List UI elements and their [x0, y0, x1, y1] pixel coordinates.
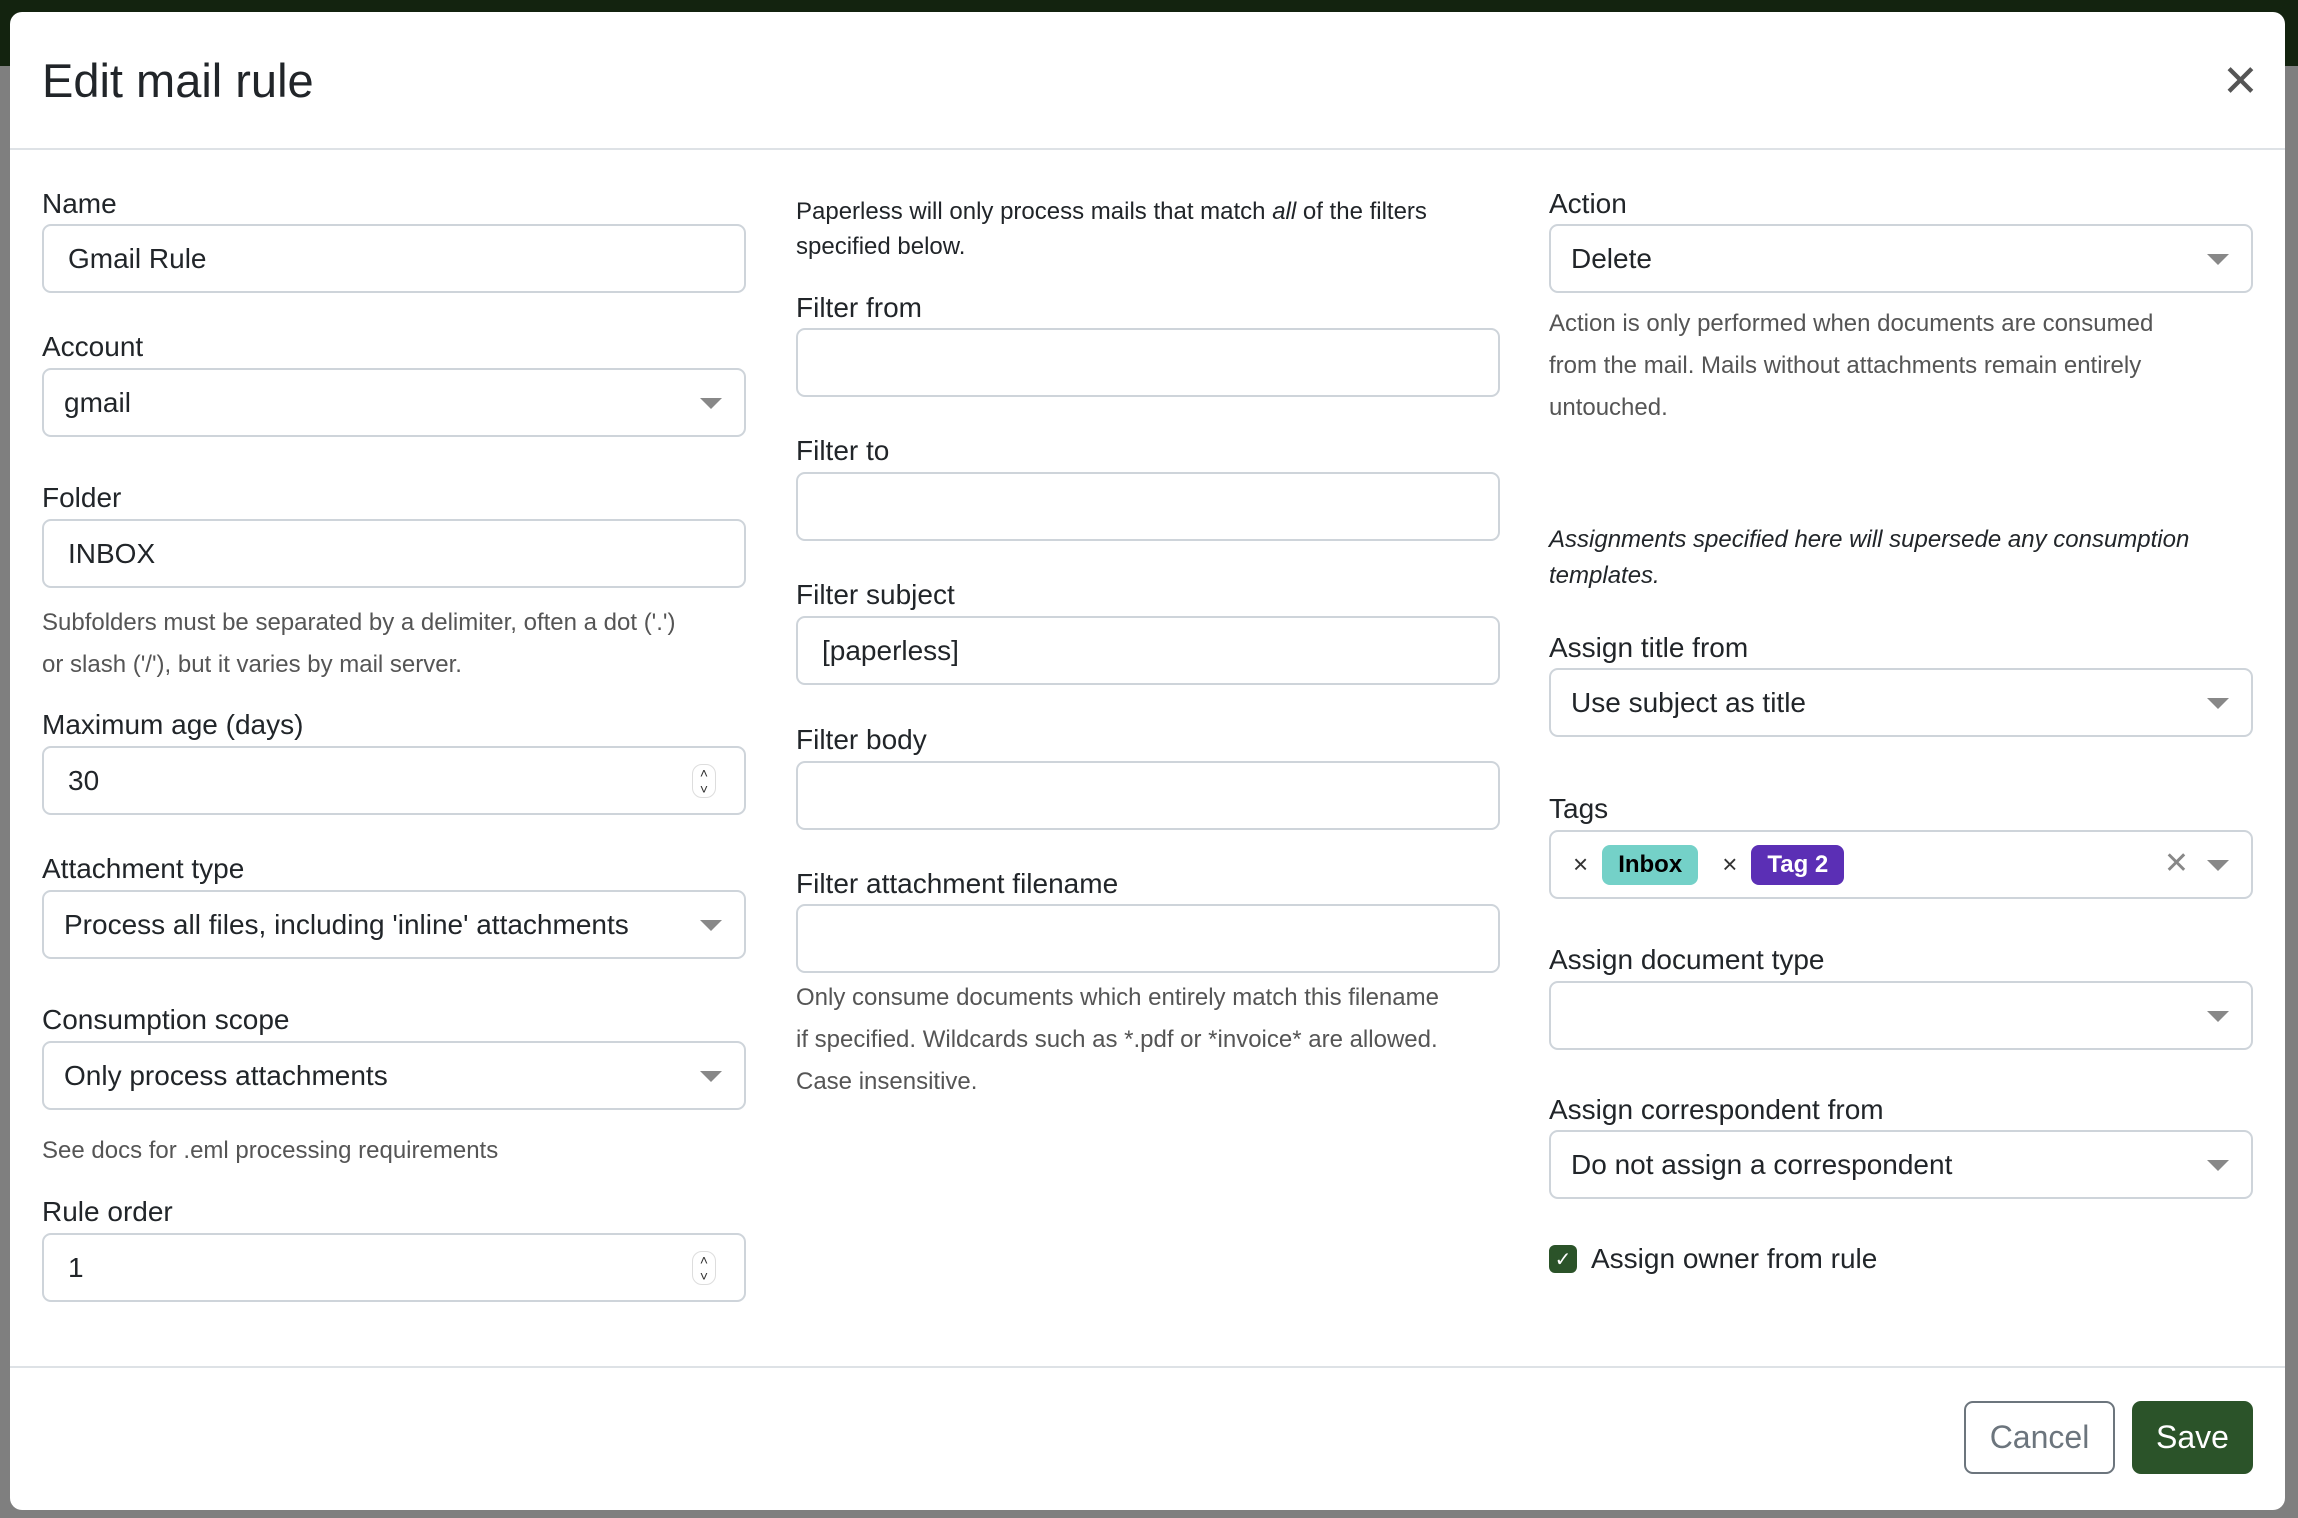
action-label: Action: [1549, 188, 1627, 219]
filter-from-label: Filter from: [796, 292, 922, 323]
stepper-icon[interactable]: ˄ ˅: [692, 1251, 716, 1285]
intro-emphasis: all: [1272, 198, 1297, 225]
consumption-scope-select[interactable]: Only process attachments: [42, 1041, 746, 1110]
assign-correspondent-select[interactable]: Do not assign a correspondent: [1549, 1130, 2253, 1199]
footer-divider: [10, 1366, 2285, 1368]
help-line: untouched.: [1549, 394, 1668, 421]
filter-filename-label: Filter attachment filename: [796, 868, 1119, 899]
folder-label: Folder: [42, 482, 122, 513]
tag-tag-2: Tag 2: [1751, 844, 1845, 885]
chevron-down-icon: [2207, 1011, 2229, 1022]
assignments-note: Assignments specified here will supersed…: [1549, 522, 2253, 594]
max-age-label: Maximum age (days): [42, 709, 304, 740]
assign-title-value: Use subject as title: [1571, 686, 1806, 718]
max-age-value: 30: [68, 764, 100, 796]
assign-owner-checkbox-row[interactable]: ✓ Assign owner from rule: [1549, 1243, 2253, 1275]
assign-title-select[interactable]: Use subject as title: [1549, 668, 2253, 737]
tags-label: Tags: [1549, 793, 1609, 824]
name-label: Name: [42, 188, 117, 219]
action-help: Action is only performed when documents …: [1549, 303, 2253, 429]
chevron-down-icon: [700, 398, 722, 409]
attachment-type-select[interactable]: Process all files, including 'inline' at…: [42, 890, 746, 959]
filter-subject-input[interactable]: [paperless]: [796, 616, 1500, 685]
consumption-scope-label: Consumption scope: [42, 1004, 290, 1035]
intro-text: Paperless will only process mails that m…: [796, 198, 1273, 225]
header-divider: [10, 148, 2285, 150]
account-value: gmail: [64, 386, 131, 418]
assign-correspondent-label: Assign correspondent from: [1549, 1094, 1884, 1125]
help-line: or slash ('/'), but it varies by mail se…: [42, 651, 462, 678]
filter-body-label: Filter body: [796, 724, 927, 755]
edit-mail-rule-dialog: Edit mail rule ✕ Name Gmail Rule Account…: [10, 12, 2285, 1510]
attachment-type-value: Process all files, including 'inline' at…: [64, 908, 629, 940]
filter-from-input[interactable]: [796, 328, 1500, 397]
folder-help: Subfolders must be separated by a delimi…: [42, 602, 746, 686]
assign-correspondent-value: Do not assign a correspondent: [1571, 1148, 1953, 1180]
stepper-icon[interactable]: ˄ ˅: [692, 764, 716, 798]
action-value: Delete: [1571, 242, 1652, 274]
chevron-down-icon: [2207, 698, 2229, 709]
assign-owner-label: Assign owner from rule: [1591, 1243, 1878, 1274]
action-select[interactable]: Delete: [1549, 224, 2253, 293]
filters-intro: Paperless will only process mails that m…: [796, 194, 1500, 264]
cancel-button[interactable]: Cancel: [1964, 1401, 2115, 1474]
filter-body-input[interactable]: [796, 761, 1500, 830]
filter-subject-label: Filter subject: [796, 579, 955, 610]
dialog-title: Edit mail rule: [42, 54, 314, 107]
rule-order-value: 1: [68, 1251, 84, 1283]
assign-doctype-select[interactable]: [1549, 981, 2253, 1050]
intro-text: of the filters: [1296, 198, 1427, 225]
help-line: Only consume documents which entirely ma…: [796, 984, 1439, 1011]
help-line: Case insensitive.: [796, 1068, 978, 1095]
chevron-down-icon: [2207, 1160, 2229, 1171]
help-line: from the mail. Mails without attachments…: [1549, 352, 2142, 379]
rule-order-label: Rule order: [42, 1196, 173, 1227]
name-value: Gmail Rule: [68, 242, 207, 274]
folder-input[interactable]: INBOX: [42, 519, 746, 588]
tags-select[interactable]: × Inbox × Tag 2 ✕: [1549, 830, 2253, 899]
attachment-type-label: Attachment type: [42, 853, 245, 884]
chevron-down-icon: [700, 920, 722, 931]
filter-filename-help: Only consume documents which entirely ma…: [796, 977, 1500, 1103]
filter-subject-value: [paperless]: [822, 634, 959, 666]
chevron-down-icon: [700, 1071, 722, 1082]
consumption-scope-help: See docs for .eml processing requirement…: [42, 1137, 499, 1164]
folder-value: INBOX: [68, 537, 156, 569]
close-icon[interactable]: ✕: [2222, 57, 2259, 106]
checkbox-checked-icon[interactable]: ✓: [1549, 1245, 1577, 1273]
tag-inbox: Inbox: [1602, 844, 1699, 885]
remove-tag-icon[interactable]: ×: [1573, 849, 1589, 879]
filter-to-input[interactable]: [796, 472, 1500, 541]
intro-text: specified below.: [796, 233, 966, 260]
remove-tag-icon[interactable]: ×: [1722, 849, 1738, 879]
filter-to-label: Filter to: [796, 435, 890, 466]
chevron-down-icon: [2207, 254, 2229, 265]
rule-order-input[interactable]: 1 ˄ ˅: [42, 1233, 746, 1302]
consumption-scope-value: Only process attachments: [64, 1059, 388, 1091]
chevron-down-icon: [2207, 860, 2229, 871]
help-line: Subfolders must be separated by a delimi…: [42, 609, 676, 636]
assign-title-label: Assign title from: [1549, 632, 1749, 663]
note-line: templates.: [1549, 562, 1660, 589]
filter-filename-input[interactable]: [796, 904, 1500, 973]
account-select[interactable]: gmail: [42, 368, 746, 437]
max-age-input[interactable]: 30 ˄ ˅: [42, 746, 746, 815]
note-line: Assignments specified here will supersed…: [1549, 526, 2190, 553]
save-button[interactable]: Save: [2132, 1401, 2253, 1474]
assign-doctype-label: Assign document type: [1549, 944, 1825, 975]
account-label: Account: [42, 331, 144, 362]
help-line: Action is only performed when documents …: [1549, 310, 2154, 337]
clear-all-icon[interactable]: ✕: [2163, 847, 2189, 880]
help-line: if specified. Wildcards such as *.pdf or…: [796, 1026, 1438, 1053]
name-input[interactable]: Gmail Rule: [42, 224, 746, 293]
